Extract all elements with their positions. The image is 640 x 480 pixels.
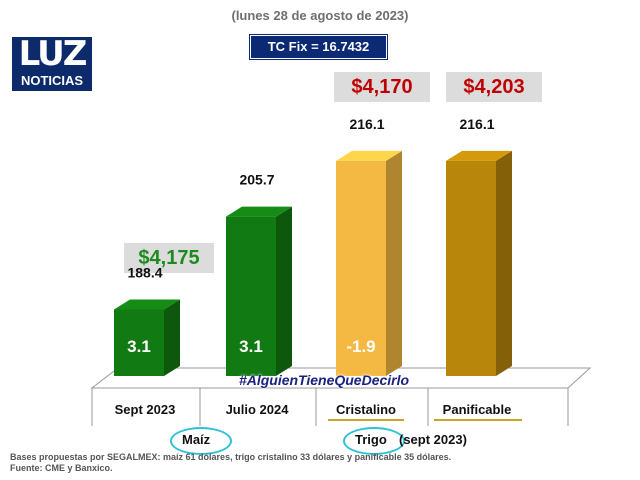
price-cristalino: $4,170: [351, 76, 413, 98]
price-panificable: $4,203: [463, 76, 525, 98]
footnote-line-2: Fuente: CME y Banxico.: [10, 463, 113, 473]
category-label-1: Julio 2024: [226, 402, 290, 417]
category-label-2: Cristalino: [336, 402, 396, 417]
chart-subtitle: (lunes 28 de agosto de 2023): [231, 8, 409, 23]
logo-text: LUZ: [18, 34, 88, 74]
price-box-cristalino: $4,170: [334, 72, 430, 102]
change-label-0: 3.1: [127, 337, 151, 356]
category-label-0: Sept 2023: [115, 402, 176, 417]
footnote: Bases propuestas por SEGALMEX: maíz 61 d…: [10, 452, 451, 474]
change-label-2: -1.9: [346, 337, 375, 356]
hashtag-watermark: #AlguienTieneQueDecirlo: [238, 372, 410, 388]
bar-side-2: [386, 150, 402, 376]
bar-0: [114, 309, 164, 376]
value-label-2: 216.1: [349, 116, 384, 132]
value-label-1: 205.7: [239, 172, 274, 188]
logo-subtext: NOTICIAS: [20, 73, 84, 88]
bar-1: [226, 216, 276, 376]
bar-side-0: [164, 299, 180, 376]
bar-3: [446, 160, 496, 376]
bar-2: [336, 160, 386, 376]
exchange-rate-badge: TC Fix = 16.7432: [249, 34, 388, 60]
value-label-0: 188.4: [127, 264, 162, 280]
change-label-1: 3.1: [239, 337, 263, 356]
bar-top-0: [114, 299, 180, 310]
footnote-line-1: Bases propuestas por SEGALMEX: maíz 61 d…: [10, 452, 452, 462]
trigo-group-ellipse: [343, 427, 405, 455]
value-label-3: 216.1: [459, 116, 494, 132]
category-label-3: Panificable: [443, 402, 512, 417]
group-label-trigo-date: (sept 2023): [399, 432, 467, 447]
bar-side-1: [276, 206, 292, 376]
group-label-maiz: Maíz: [182, 432, 211, 447]
group-label-trigo: Trigo: [355, 432, 387, 447]
bar-side-3: [496, 150, 512, 376]
price-box-maiz: $4,175: [124, 243, 214, 273]
maiz-group-ellipse: [170, 427, 232, 455]
price-box-panificable: $4,203: [446, 72, 542, 102]
bar-top-1: [226, 206, 292, 217]
price-maiz: $4,175: [138, 247, 200, 269]
bar-top-3: [446, 150, 512, 161]
bar-top-2: [336, 150, 402, 161]
luz-noticias-logo: LUZ NOTICIAS: [12, 37, 92, 91]
